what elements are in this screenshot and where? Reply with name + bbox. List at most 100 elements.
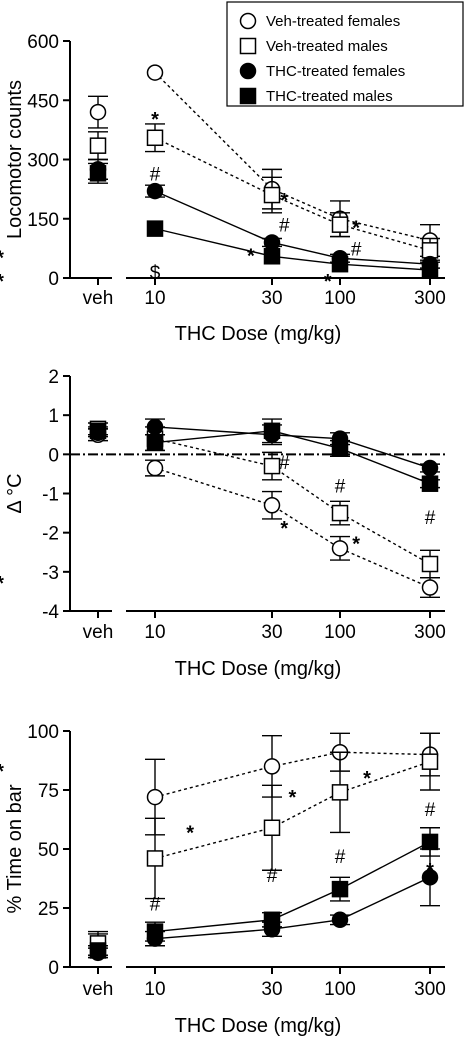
significance-hash: # <box>279 216 290 237</box>
data-point-open-circle <box>421 579 439 596</box>
significance-hash: # <box>150 894 161 915</box>
data-point-filled-circle <box>421 869 439 886</box>
data-point-filled-square <box>421 261 439 279</box>
data-point-filled-square <box>331 880 349 898</box>
legend-filled-square-marker <box>239 87 257 105</box>
series-line <box>154 876 431 940</box>
significance-dollar: $ <box>150 263 161 284</box>
legend-label: Veh-treated males <box>266 38 388 55</box>
data-point-open-square <box>331 784 349 801</box>
data-point-open-square <box>146 850 164 867</box>
data-point-filled-square <box>421 475 439 492</box>
data-point-open-circle <box>263 758 281 775</box>
x-tick-label: 30 <box>261 622 282 643</box>
data-point-filled-circle <box>146 418 164 436</box>
significance-hash: # <box>267 866 278 887</box>
series-line <box>154 190 431 265</box>
x-tick-label: 10 <box>144 622 165 643</box>
significance-asterisk: * <box>324 271 332 293</box>
x-tick-label: veh <box>83 288 114 309</box>
x-tick-label: veh <box>83 622 114 643</box>
significance-asterisk: * <box>352 534 360 556</box>
y-tick-label: 2 <box>48 367 59 388</box>
legend-label: Veh-treated females <box>266 13 400 30</box>
series-1 <box>88 64 440 257</box>
significance-hash: # <box>335 477 346 498</box>
significance-asterisk: * <box>280 518 288 540</box>
chart-panel-3: 0 25 50 75 100 veh 10 30 100 300 THC Dose (mg/kg)%… <box>0 722 446 1037</box>
series-line <box>154 430 431 485</box>
data-point-open-square <box>331 504 349 522</box>
x-tick-label: 10 <box>144 979 165 1000</box>
data-point-filled-square <box>89 422 107 440</box>
significance-hash: # <box>351 239 362 260</box>
significance-asterisk: * <box>186 822 194 844</box>
x-axis-label: THC Dose (mg/kg) <box>175 1015 342 1037</box>
y-tick-label: 450 <box>27 91 59 112</box>
y-tick-label: 1 <box>48 406 59 427</box>
y-tick-label: 75 <box>38 781 59 802</box>
series-4 <box>88 162 439 279</box>
significance-asterisk: * <box>280 190 288 212</box>
significance-asterisk: * <box>289 787 297 809</box>
series-line <box>154 437 431 565</box>
data-point-open-square <box>331 216 349 233</box>
data-point-filled-square <box>263 248 281 265</box>
significance-hash: # <box>335 847 346 868</box>
x-tick-label: 10 <box>144 288 165 309</box>
y-tick-label: 150 <box>27 210 59 231</box>
y-tick-label: 25 <box>38 899 59 920</box>
series-3 <box>88 848 440 962</box>
data-point-open-square <box>263 186 281 204</box>
data-point-open-circle <box>89 103 107 121</box>
legend-frame <box>226 1 464 107</box>
significance-asterisk: * <box>0 573 4 595</box>
significance-asterisk: * <box>247 245 255 267</box>
x-tick-label: 300 <box>414 288 446 309</box>
data-point-filled-square <box>146 220 164 237</box>
series-line <box>154 751 431 798</box>
series-line <box>154 137 431 252</box>
data-point-filled-circle <box>331 911 349 929</box>
series-4 <box>88 827 440 959</box>
series-line <box>154 426 431 469</box>
x-tick-label: 100 <box>324 288 356 309</box>
data-point-filled-circle <box>263 234 281 251</box>
y-axis-label: Locomotor counts <box>4 80 26 239</box>
y-tick-label: 50 <box>38 840 59 861</box>
significance-asterisk: * <box>426 860 434 882</box>
data-point-filled-square <box>89 942 107 959</box>
y-tick-label: -3 <box>42 563 59 584</box>
y-axis-label: Δ °C <box>4 473 26 513</box>
significance-hash: # <box>279 453 290 474</box>
data-point-open-circle <box>146 788 164 806</box>
data-point-open-circle <box>146 459 164 477</box>
legend-item-veh-males: Veh-treated males <box>239 37 388 55</box>
x-tick-label: 100 <box>324 979 356 1000</box>
x-axis-label: THC Dose (mg/kg) <box>175 323 342 345</box>
y-tick-label: 300 <box>27 151 59 172</box>
significance-asterisk: * <box>0 271 4 293</box>
y-tick-label: 600 <box>27 32 59 53</box>
data-point-open-square <box>421 242 439 259</box>
x-tick-label: 300 <box>414 622 446 643</box>
data-point-filled-circle <box>421 459 439 477</box>
x-tick-label: 30 <box>261 288 282 309</box>
data-point-filled-square <box>263 911 281 929</box>
x-tick-label: veh <box>83 979 114 1000</box>
legend-open-circle-marker <box>239 12 257 30</box>
data-point-filled-square <box>331 440 349 457</box>
significance-asterisk: * <box>363 768 371 790</box>
legend-open-square-marker <box>239 37 257 55</box>
x-tick-label: 30 <box>261 979 282 1000</box>
legend-label: THC-treated females <box>266 63 405 80</box>
data-point-open-circle <box>263 497 281 514</box>
y-tick-label: -4 <box>42 602 59 623</box>
significance-asterisk: * <box>0 761 4 783</box>
series-line <box>154 761 431 860</box>
chart-panel-2: -4 -3 -2 -1 0 1 2 veh 10 30 100 300 THC Dose (mg/kg)… <box>0 367 446 680</box>
data-point-open-square <box>421 555 439 573</box>
significance-hash: # <box>425 508 436 529</box>
